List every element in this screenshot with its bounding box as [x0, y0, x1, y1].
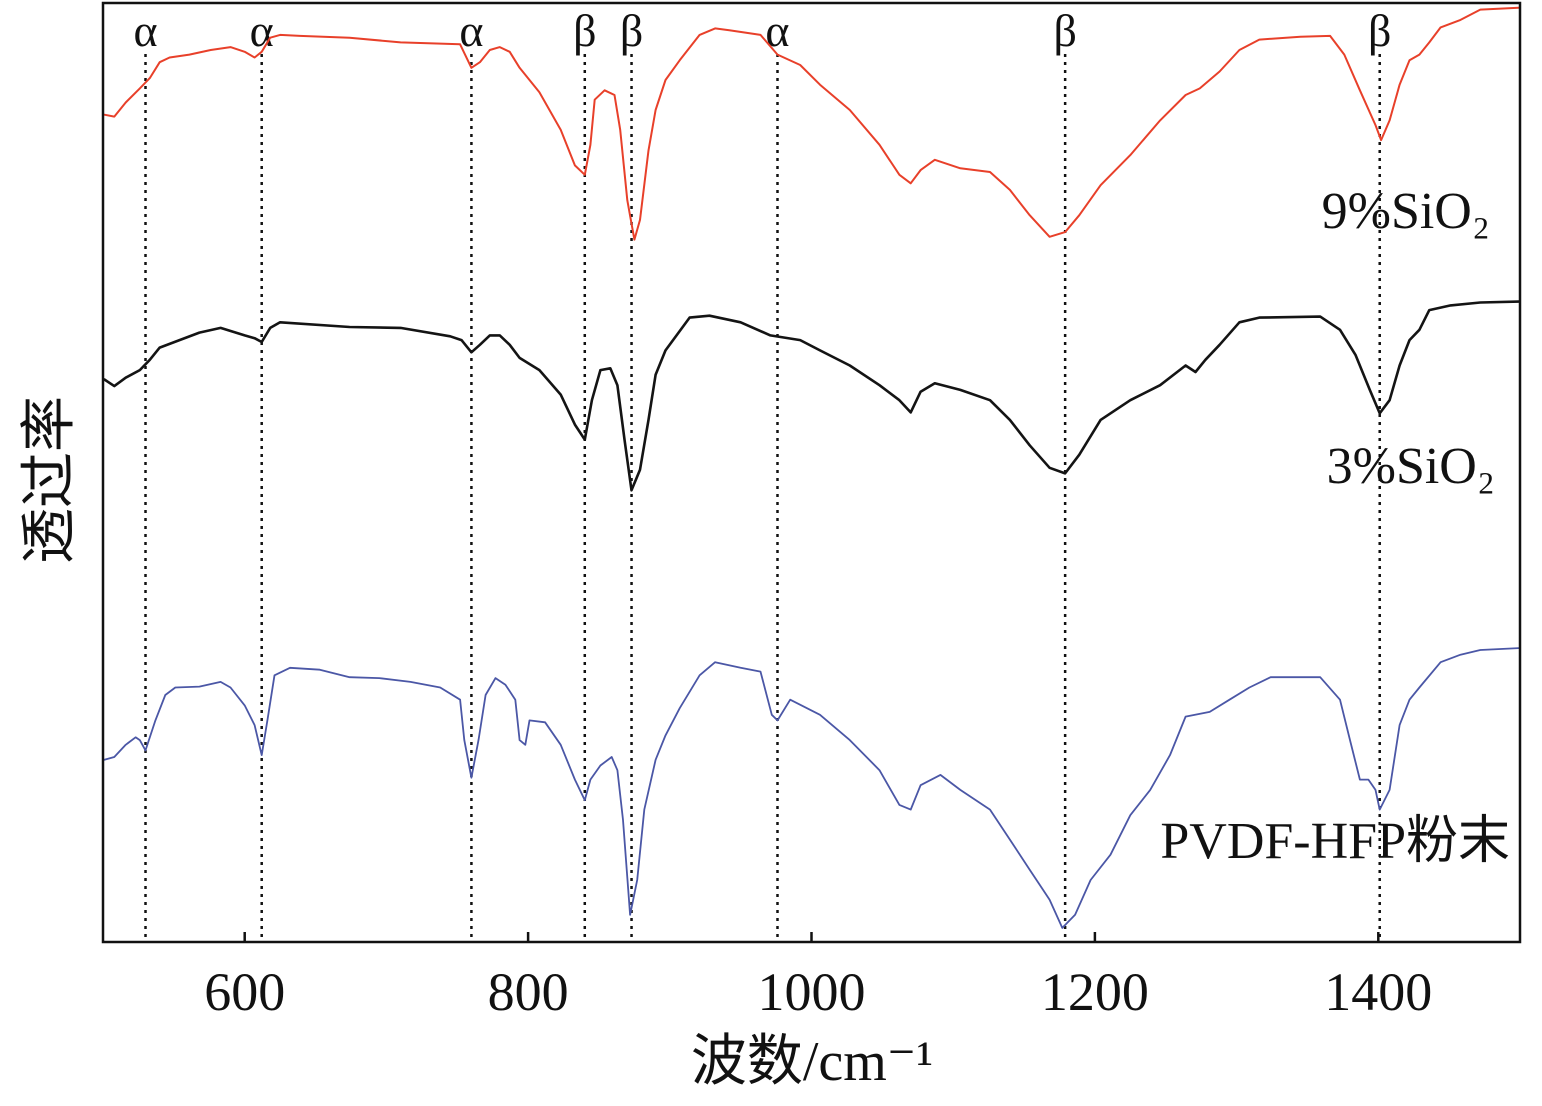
series-label-3-sio2: 3%SiO₂ — [1327, 438, 1495, 495]
x-tick-label: 800 — [488, 962, 569, 1022]
alpha-band-label: α — [459, 5, 483, 56]
x-axis: 600 800 1000 1200 1400 — [204, 932, 1432, 1022]
alpha-band-label: α — [133, 5, 157, 56]
x-tick-label: 600 — [204, 962, 285, 1022]
series-group: 9%SiO₂ 3%SiO₂ PVDF-HFP粉末 — [103, 6, 1520, 929]
plot-frame — [101, 1, 1522, 944]
series-line-3-sio2 — [103, 300, 1520, 492]
series-line-9-sio2 — [103, 6, 1520, 241]
y-axis-label: 透过率 — [19, 396, 81, 564]
alpha-band-label: α — [250, 5, 274, 56]
x-tick-label: 1400 — [1324, 962, 1432, 1022]
alpha-band-label: α — [765, 5, 789, 56]
series-label-pvdf-hfp: PVDF-HFP粉末 — [1160, 813, 1510, 870]
x-tick-label: 1200 — [1041, 962, 1149, 1022]
beta-band-label: β — [1368, 5, 1391, 56]
beta-band-label: β — [573, 5, 596, 56]
series-line-pvdf-hfp — [103, 647, 1520, 929]
series-label-9-sio2: 9%SiO₂ — [1322, 183, 1490, 240]
beta-band-label: β — [1053, 5, 1076, 56]
beta-band-label: β — [620, 5, 643, 56]
x-axis-label: 波数/cm⁻¹ — [691, 1031, 933, 1093]
x-tick-label: 1000 — [758, 962, 866, 1022]
